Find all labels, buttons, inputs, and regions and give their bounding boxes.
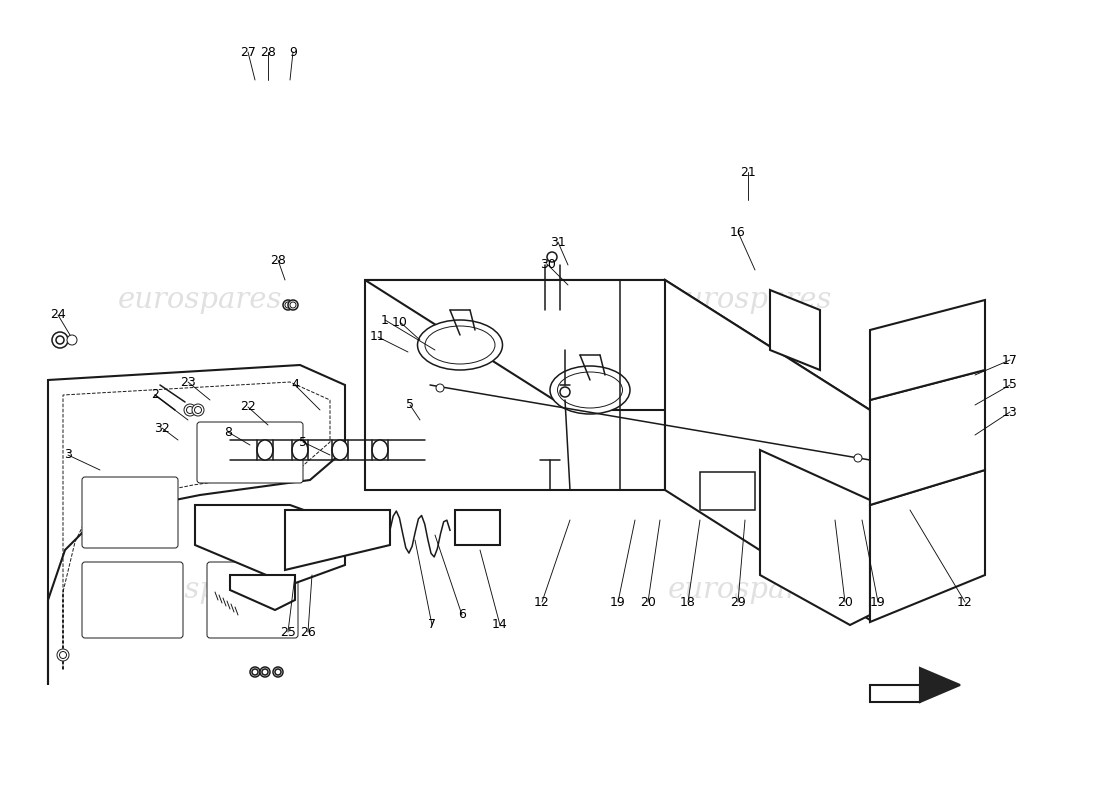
Polygon shape (760, 450, 870, 625)
Text: 22: 22 (240, 401, 256, 414)
Text: eurospares: eurospares (118, 576, 283, 604)
Ellipse shape (418, 320, 503, 370)
Polygon shape (48, 365, 345, 685)
Circle shape (260, 667, 270, 677)
Circle shape (56, 336, 64, 344)
Ellipse shape (372, 440, 388, 460)
Text: 18: 18 (680, 595, 696, 609)
Text: 29: 29 (730, 595, 746, 609)
Text: 9: 9 (289, 46, 297, 58)
FancyBboxPatch shape (82, 477, 178, 548)
Text: 5: 5 (406, 398, 414, 411)
Text: eurospares: eurospares (118, 286, 283, 314)
Text: 19: 19 (610, 595, 626, 609)
Circle shape (547, 252, 557, 262)
Text: 27: 27 (240, 46, 256, 58)
Circle shape (52, 332, 68, 348)
Text: 5: 5 (299, 435, 307, 449)
Text: 4: 4 (292, 378, 299, 391)
FancyBboxPatch shape (82, 562, 183, 638)
Text: 3: 3 (64, 449, 72, 462)
Ellipse shape (292, 440, 308, 460)
Circle shape (283, 300, 293, 310)
Polygon shape (455, 510, 500, 545)
Circle shape (252, 669, 258, 675)
Text: 20: 20 (640, 595, 656, 609)
Text: 17: 17 (1002, 354, 1018, 366)
Text: 15: 15 (1002, 378, 1018, 391)
Circle shape (273, 667, 283, 677)
Text: 31: 31 (550, 235, 565, 249)
Circle shape (195, 406, 201, 414)
Text: 30: 30 (540, 258, 556, 271)
Circle shape (854, 454, 862, 462)
Ellipse shape (332, 440, 348, 460)
Text: 13: 13 (1002, 406, 1018, 418)
FancyBboxPatch shape (207, 562, 298, 638)
Text: 28: 28 (260, 46, 276, 58)
Polygon shape (230, 575, 295, 610)
Circle shape (288, 300, 298, 310)
Polygon shape (870, 370, 984, 505)
Circle shape (285, 302, 292, 308)
Text: 23: 23 (180, 375, 196, 389)
FancyBboxPatch shape (197, 422, 303, 483)
Text: 25: 25 (280, 626, 296, 638)
Polygon shape (285, 510, 390, 570)
Text: 21: 21 (740, 166, 756, 178)
Circle shape (57, 649, 69, 661)
Circle shape (59, 651, 66, 658)
Circle shape (290, 302, 296, 308)
Polygon shape (870, 685, 920, 702)
Text: 8: 8 (224, 426, 232, 438)
Ellipse shape (558, 372, 623, 408)
Ellipse shape (550, 366, 630, 414)
Circle shape (192, 404, 204, 416)
Polygon shape (870, 300, 984, 400)
Circle shape (560, 387, 570, 397)
Text: 26: 26 (300, 626, 316, 638)
Polygon shape (195, 505, 345, 585)
Circle shape (275, 669, 280, 675)
Text: 11: 11 (370, 330, 386, 343)
Polygon shape (365, 280, 666, 490)
Text: 1: 1 (381, 314, 389, 326)
Polygon shape (770, 290, 820, 370)
Text: 32: 32 (154, 422, 169, 434)
Circle shape (187, 406, 194, 414)
Polygon shape (365, 280, 870, 410)
Text: 28: 28 (271, 254, 286, 266)
Text: 24: 24 (51, 309, 66, 322)
Circle shape (262, 669, 268, 675)
Text: 19: 19 (870, 595, 886, 609)
Text: 16: 16 (730, 226, 746, 238)
Text: 20: 20 (837, 595, 852, 609)
Text: 10: 10 (392, 315, 408, 329)
Text: eurospares: eurospares (668, 576, 833, 604)
Polygon shape (870, 470, 984, 622)
Circle shape (67, 335, 77, 345)
Text: 12: 12 (535, 595, 550, 609)
Ellipse shape (257, 440, 273, 460)
Polygon shape (666, 280, 870, 620)
Circle shape (436, 384, 444, 392)
Circle shape (184, 404, 196, 416)
FancyBboxPatch shape (700, 472, 755, 510)
Text: 2: 2 (151, 389, 158, 402)
Text: eurospares: eurospares (668, 286, 833, 314)
Text: 7: 7 (428, 618, 436, 631)
Polygon shape (920, 668, 960, 702)
Text: 6: 6 (458, 609, 466, 622)
Ellipse shape (425, 326, 495, 364)
Text: 12: 12 (957, 595, 972, 609)
Text: 14: 14 (492, 618, 508, 631)
Circle shape (250, 667, 260, 677)
